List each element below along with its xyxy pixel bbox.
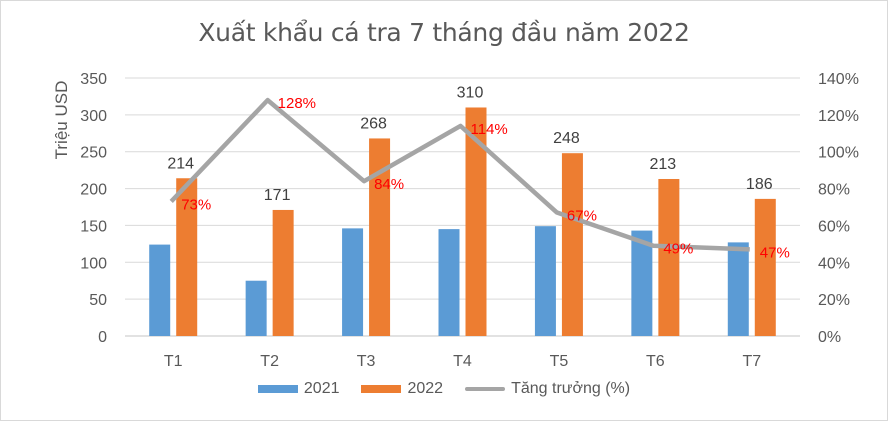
y2-tick-label: 120% <box>818 108 859 125</box>
gridlines <box>125 77 800 337</box>
legend-label-2021: 2021 <box>303 380 340 397</box>
x-tick-label: T2 <box>260 353 279 370</box>
legend-swatch-2022 <box>361 385 402 393</box>
bar-series <box>149 107 776 336</box>
growth-value-label: 128% <box>278 95 316 112</box>
bar-2021[interactable] <box>245 280 267 336</box>
legend-item-2021[interactable]: 2021 <box>257 380 340 398</box>
growth-value-label: 114% <box>471 121 508 138</box>
bar-2022[interactable] <box>272 209 294 336</box>
x-tick-label: T3 <box>357 353 376 370</box>
bar-2021[interactable] <box>727 242 749 336</box>
bar-value-label: 214 <box>167 155 194 172</box>
bar-value-label: 171 <box>264 187 291 204</box>
y2-tick-label: 40% <box>818 255 850 272</box>
bar-value-label: 310 <box>457 84 484 101</box>
bar-2022[interactable] <box>754 198 776 336</box>
bar-2022[interactable] <box>561 153 583 336</box>
legend-swatch-growth <box>465 387 506 391</box>
bar-2021[interactable] <box>149 244 171 336</box>
growth-value-label: 47% <box>760 244 790 261</box>
y2-tick-label: 80% <box>818 182 850 199</box>
growth-value-label: 49% <box>663 241 693 258</box>
legend-label-growth: Tăng trưởng (%) <box>511 380 631 397</box>
y-tick-label: 150 <box>80 218 107 235</box>
y-axis-right: 0% 20% 40% 60% 80% 100% 120% 140% <box>818 71 859 346</box>
legend-label-2022: 2022 <box>407 380 444 397</box>
legend: 2021 2022 Tăng trưởng (%) <box>0 380 888 398</box>
y2-tick-label: 140% <box>818 71 859 88</box>
bar-value-label: 186 <box>746 176 773 193</box>
y-tick-label: 350 <box>80 71 107 88</box>
growth-value-label: 84% <box>374 176 404 193</box>
y2-tick-label: 20% <box>818 292 850 309</box>
growth-line-series <box>169 97 750 252</box>
bar-2021[interactable] <box>631 230 653 336</box>
x-tick-label: T6 <box>646 353 665 370</box>
bar-value-label: 213 <box>650 156 677 173</box>
y-tick-label: 250 <box>80 145 107 162</box>
x-axis: T1 T2 T3 T4 T5 T6 T7 <box>164 353 761 370</box>
y-tick-label: 200 <box>80 182 107 199</box>
y-tick-label: 300 <box>80 108 107 125</box>
x-tick-label: T1 <box>164 353 183 370</box>
y2-tick-label: 60% <box>818 218 850 235</box>
bar-2021[interactable] <box>342 228 364 336</box>
chart-title: Xuất khẩu cá tra 7 tháng đầu năm 2022 <box>198 18 690 47</box>
y-axis-left: 0 50 100 150 200 250 300 350 <box>80 71 107 346</box>
legend-item-2022[interactable]: 2022 <box>361 380 443 398</box>
x-tick-label: T4 <box>453 353 472 370</box>
y2-tick-label: 0% <box>818 329 841 346</box>
data-labels: 214 171 268 310 248 213 186 73% 128% 84% 114% 67% 49… <box>167 84 789 261</box>
x-tick-label: T5 <box>550 353 569 370</box>
bar-2021[interactable] <box>534 226 556 336</box>
legend-item-growth[interactable]: Tăng trưởng (%) <box>465 380 630 398</box>
growth-value-label: 67% <box>567 208 597 225</box>
y-tick-label: 50 <box>89 292 107 309</box>
bar-2022[interactable] <box>658 178 680 336</box>
x-tick-label: T7 <box>742 353 761 370</box>
bar-value-label: 248 <box>553 130 580 147</box>
legend-swatch-2021 <box>257 385 298 393</box>
bar-2022[interactable] <box>465 107 487 336</box>
bar-value-label: 268 <box>360 115 387 132</box>
bar-2022[interactable] <box>176 178 198 336</box>
y-tick-label: 100 <box>80 255 107 272</box>
y-axis-title: Triệu USD <box>52 81 71 160</box>
growth-value-label: 73% <box>181 196 211 213</box>
y-tick-label: 0 <box>98 329 107 346</box>
y2-tick-label: 100% <box>818 145 859 162</box>
bar-2022[interactable] <box>369 138 391 336</box>
bar-2021[interactable] <box>438 229 460 336</box>
growth-line[interactable] <box>169 97 750 252</box>
